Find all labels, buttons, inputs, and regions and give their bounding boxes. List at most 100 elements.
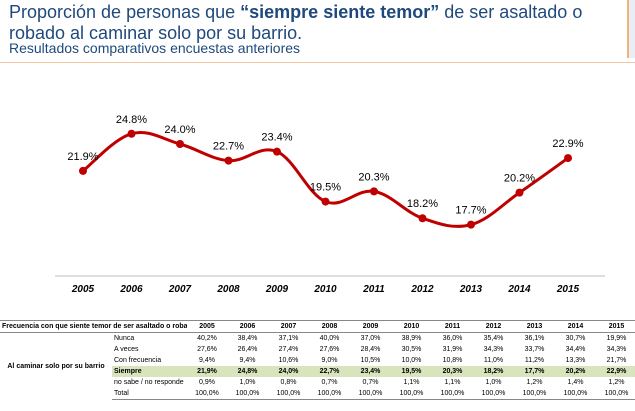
- table-cell: 100,0%: [227, 388, 268, 400]
- table-cell: 0,7%: [362, 379, 379, 386]
- row-label: Con frecuencia: [114, 357, 162, 364]
- column-header-2009: 2009: [350, 320, 391, 333]
- column-header-2006: 2006: [227, 320, 268, 333]
- table-cell: 1,1%: [403, 379, 420, 386]
- data-label-2011: 20.3%: [358, 171, 389, 183]
- table-cell: 37,1%: [278, 335, 299, 342]
- title-bold: “siempre siente temor”: [240, 2, 440, 22]
- data-label-2007: 24.0%: [164, 124, 195, 136]
- table-cell: 100,0%: [596, 388, 635, 400]
- data-label-2013: 17.7%: [455, 205, 486, 217]
- data-label-2010: 19.5%: [310, 182, 341, 194]
- x-tick-label-2013: 2013: [459, 284, 483, 295]
- table-cell: 10,0%: [401, 357, 422, 364]
- table-cell: 1,4%: [567, 379, 584, 386]
- table-row: Total 100,0% 100,0% 100,0% 100,0% 100,0% 100,0…: [0, 388, 635, 400]
- x-tick-label-2012: 2012: [410, 284, 434, 295]
- page-title: Proporción de personas que “siempre sien…: [9, 2, 609, 44]
- row-group-label: Al caminar solo por su barrio: [7, 362, 105, 370]
- x-tick-labels-group: 2005 2006 2007 2008 2009 2010 2011 2012 2013 2014…: [71, 284, 580, 295]
- table-cell: 38,4%: [237, 335, 258, 342]
- table-cell: 37,0%: [360, 335, 381, 342]
- column-header-2013: 2013: [514, 320, 555, 333]
- table-cell: 9,4%: [239, 357, 256, 364]
- table-cell: 1,1%: [444, 379, 461, 386]
- column-header-2015: 2015: [596, 320, 635, 333]
- table-cell: 30,5%: [401, 346, 422, 353]
- data-label-2014: 20.2%: [504, 173, 535, 185]
- table-cell: 27,4%: [278, 346, 299, 353]
- table-cell: 11,2%: [524, 357, 545, 364]
- table-cell: 18,2%: [473, 366, 514, 377]
- table-cell: 100,0%: [309, 388, 350, 400]
- data-labels-group: 21.9% 24.8% 24.0% 22.7% 23.4% 19.5% 20.3% 18.2%…: [67, 114, 583, 217]
- table-cell: 31,9%: [442, 346, 463, 353]
- table-header-row: Frecuencia con que siente temor de ser a…: [0, 320, 635, 333]
- table-cell: 23,4%: [350, 366, 391, 377]
- table-body: Frecuencia con que siente temor de ser a…: [0, 320, 635, 400]
- x-tick-label-2014: 2014: [507, 284, 531, 295]
- x-tick-label-2009: 2009: [265, 284, 289, 295]
- data-point-2015: [564, 154, 572, 163]
- table-cell: 0,8%: [280, 379, 297, 386]
- header-divider: [0, 62, 635, 63]
- table-cell: 1,0%: [239, 379, 256, 386]
- table-cell: 22,9%: [596, 366, 635, 377]
- column-header-2014: 2014: [555, 320, 596, 333]
- x-tick-label-2010: 2010: [313, 284, 337, 295]
- table-cell: 13,3%: [565, 357, 586, 364]
- row-label: A veces: [114, 346, 139, 353]
- data-table: Frecuencia con que siente temor de ser a…: [0, 320, 635, 400]
- table-cell: 11,0%: [483, 357, 504, 364]
- table-cell: 34,3%: [483, 346, 504, 353]
- table-cell: 21,9%: [187, 366, 227, 377]
- table-cell: 20,3%: [432, 366, 473, 377]
- table-row: Siempre 21,9% 24,8% 24,0% 22,7% 23,4% 19,5% 20,…: [0, 366, 635, 377]
- data-point-2008: [224, 156, 233, 165]
- table-cell: 19,9%: [606, 335, 627, 342]
- table-cell: 10,5%: [360, 357, 381, 364]
- table-cell: 26,4%: [237, 346, 258, 353]
- column-header-2012: 2012: [473, 320, 514, 333]
- data-point-2007: [176, 140, 184, 148]
- accent-bar: [627, 0, 635, 58]
- table-cell: 10,6%: [278, 357, 299, 364]
- table-cell: 34,3%: [606, 346, 627, 353]
- x-tick-label-2015: 2015: [556, 284, 580, 295]
- title-post: de ser asaltado o robado al caminar solo…: [9, 2, 583, 43]
- row-label: Siempre: [112, 366, 187, 377]
- table-row: no sabe / no responde 0,9% 1,0% 0,8% 0,7% 0,7…: [0, 377, 635, 388]
- table-cell: 100,0%: [268, 388, 309, 400]
- data-point-2014: [515, 188, 524, 197]
- column-header-2010: 2010: [391, 320, 432, 333]
- table-cell: 0,7%: [321, 379, 338, 386]
- data-label-2015: 22.9%: [552, 138, 583, 150]
- table-corner-label: Frecuencia con que siente temor de ser a…: [0, 320, 187, 333]
- title-pre: Proporción de personas que: [9, 2, 241, 22]
- table-row: Con frecuencia 9,4% 9,4% 10,6% 9,0% 10,5% 10,0…: [0, 355, 635, 366]
- data-point-2013: [467, 220, 475, 229]
- table-cell: 21,7%: [606, 357, 627, 364]
- table-cell: 100,0%: [187, 388, 227, 400]
- column-header-2008: 2008: [309, 320, 350, 333]
- x-tick-label-2011: 2011: [362, 284, 385, 295]
- table-cell: 38,9%: [401, 335, 422, 342]
- table-cell: 9,4%: [199, 357, 215, 364]
- table-cell: 100,0%: [350, 388, 391, 400]
- table-cell: 24,0%: [268, 366, 309, 377]
- table-cell: 27,6%: [319, 346, 340, 353]
- x-tick-label-2006: 2006: [119, 284, 143, 295]
- table-cell: 1,0%: [485, 379, 502, 386]
- row-label: Nunca: [114, 335, 135, 342]
- table-cell: 35,4%: [483, 335, 504, 342]
- data-point-2012: [418, 214, 427, 223]
- table-cell: 40,0%: [319, 335, 340, 342]
- table-cell: 100,0%: [473, 388, 514, 400]
- table-cell: 36,1%: [524, 335, 545, 342]
- table-cell: 1,2%: [526, 379, 543, 386]
- data-point-2011: [370, 187, 378, 196]
- data-point-2005: [79, 166, 87, 175]
- row-label: Total: [112, 388, 187, 400]
- line-chart: 21.9% 24.8% 24.0% 22.7% 23.4% 19.5% 20.3% 18.2%…: [55, 114, 605, 295]
- table-row: A veces 27,6% 26,4% 27,4% 27,6% 28,4% 30,5% 31,…: [0, 344, 635, 355]
